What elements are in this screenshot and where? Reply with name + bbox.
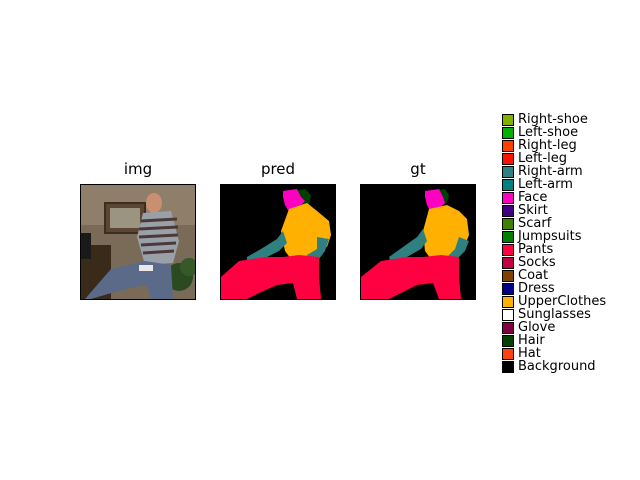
legend-item: Sunglasses [502, 308, 606, 321]
legend-item: Hat [502, 347, 606, 360]
legend-swatch [502, 126, 514, 139]
legend-swatch [502, 334, 514, 347]
legend-label: Jumpsuits [518, 229, 582, 244]
legend-label: Right-leg [518, 138, 577, 153]
legend-swatch [502, 269, 514, 282]
ground-truth-segmentation-mask [360, 184, 476, 300]
legend-swatch [502, 282, 514, 295]
legend-item: Right-shoe [502, 113, 606, 126]
legend-label: Left-leg [518, 151, 568, 166]
legend-label: Right-arm [518, 164, 583, 179]
legend-swatch [502, 152, 514, 165]
legend-label: Hair [518, 333, 545, 348]
legend-item: Background [502, 360, 606, 373]
legend-item: Left-shoe [502, 126, 606, 139]
pred-panel-title: pred [260, 160, 296, 178]
legend-swatch [502, 217, 514, 230]
legend-swatch [502, 178, 514, 191]
legend-item: Left-arm [502, 178, 606, 191]
legend-swatch [502, 191, 514, 204]
legend-item: UpperClothes [502, 295, 606, 308]
legend-label: Left-shoe [518, 125, 579, 140]
legend-label: Sunglasses [518, 307, 591, 322]
prediction-segmentation-mask [220, 184, 336, 300]
legend-label: Socks [518, 255, 556, 270]
legend-item: Scarf [502, 217, 606, 230]
legend-swatch [502, 165, 514, 178]
legend-label: Dress [518, 281, 555, 296]
class-legend: Right-shoe Left-shoe Right-leg Left-leg Righ… [502, 113, 606, 373]
img-panel-title: img [123, 160, 153, 178]
legend-swatch [502, 230, 514, 243]
legend-swatch [502, 113, 514, 126]
legend-item: Face [502, 191, 606, 204]
legend-label: Hat [518, 346, 541, 361]
legend-swatch [502, 308, 514, 321]
legend-swatch [502, 256, 514, 269]
legend-item: Socks [502, 256, 606, 269]
legend-item: Left-leg [502, 152, 606, 165]
legend-label: Background [518, 359, 596, 374]
legend-swatch [502, 243, 514, 256]
legend-item: Right-arm [502, 165, 606, 178]
legend-item: Jumpsuits [502, 230, 606, 243]
legend-item: Pants [502, 243, 606, 256]
legend-label: Coat [518, 268, 549, 283]
legend-label: Face [518, 190, 548, 205]
legend-label: Glove [518, 320, 556, 335]
legend-swatch [502, 347, 514, 360]
legend-label: Right-shoe [518, 112, 588, 127]
legend-item: Coat [502, 269, 606, 282]
legend-label: UpperClothes [518, 294, 607, 309]
legend-swatch [502, 295, 514, 308]
legend-label: Skirt [518, 203, 548, 218]
legend-item: Glove [502, 321, 606, 334]
legend-item: Skirt [502, 204, 606, 217]
legend-item: Right-leg [502, 139, 606, 152]
legend-swatch [502, 204, 514, 217]
legend-swatch [502, 139, 514, 152]
legend-swatch [502, 321, 514, 334]
legend-label: Left-arm [518, 177, 573, 192]
legend-label: Scarf [518, 216, 552, 231]
legend-item: Hair [502, 334, 606, 347]
legend-label: Pants [518, 242, 554, 257]
legend-swatch [502, 360, 514, 373]
gt-panel-title: gt [410, 160, 426, 178]
input-photo [80, 184, 196, 300]
legend-item: Dress [502, 282, 606, 295]
